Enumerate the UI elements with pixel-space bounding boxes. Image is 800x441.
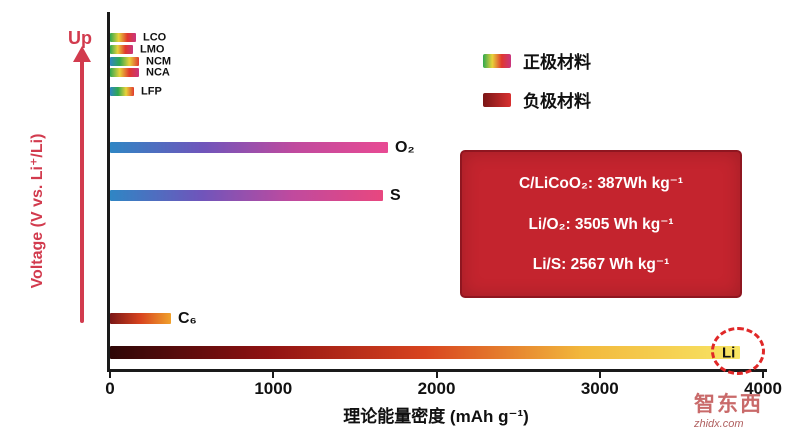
bar-LFP bbox=[110, 87, 134, 96]
x-tick-1000 bbox=[272, 372, 275, 378]
x-tick-label-0: 0 bbox=[105, 379, 115, 398]
x-tick-label-2000: 2000 bbox=[417, 379, 456, 398]
bar-label-LMO: LMO bbox=[140, 43, 165, 55]
up-arrow bbox=[80, 60, 84, 323]
legend-label-anode: 负极材料 bbox=[523, 92, 591, 111]
x-tick-label-4000: 4000 bbox=[744, 379, 782, 398]
up-arrow-head-icon bbox=[73, 46, 91, 62]
annotation-line-1: C/LiCoO₂: 387Wh kg⁻¹ bbox=[518, 174, 684, 192]
x-axis-label: 理论能量密度 (mAh g⁻¹) bbox=[343, 407, 529, 426]
y-axis-line bbox=[107, 12, 110, 372]
bar-label-C₆: C₆ bbox=[178, 309, 197, 327]
x-tick-4000 bbox=[762, 372, 764, 378]
bar-C₆ bbox=[110, 313, 171, 324]
bar-label-LFP: LFP bbox=[141, 85, 162, 97]
bar-label-LCO: LCO bbox=[143, 31, 167, 43]
legend-label-cathode: 正极材料 bbox=[523, 53, 591, 72]
cathode-gradient-swatch bbox=[483, 53, 511, 68]
bar-label-S: S bbox=[390, 186, 401, 204]
energy-density-annotation-box: C/LiCoO₂: 387Wh kg⁻¹ Li/O₂: 3505 Wh kg⁻¹ L… bbox=[460, 150, 742, 298]
up-label: Up bbox=[68, 28, 92, 48]
annotation-line-2: Li/O₂: 3505 Wh kg⁻¹ bbox=[528, 215, 674, 233]
bar-label-NCA: NCA bbox=[146, 66, 170, 78]
bar-S bbox=[110, 190, 383, 201]
y-axis-label: Voltage (V vs. Li⁺/Li) bbox=[29, 133, 46, 289]
x-axis-line bbox=[107, 369, 767, 372]
li-highlight-circle bbox=[711, 327, 765, 375]
annotation-line-3: Li/S: 2567 Wh kg⁻¹ bbox=[532, 256, 670, 274]
x-tick-2000 bbox=[435, 372, 438, 378]
bar-LCO bbox=[110, 33, 136, 42]
anode-gradient-swatch bbox=[483, 92, 511, 107]
watermark-site: zhidx.com bbox=[694, 418, 744, 430]
bar-NCA bbox=[110, 68, 139, 77]
x-tick-label-1000: 1000 bbox=[254, 379, 293, 398]
bar-O₂ bbox=[110, 142, 388, 153]
legend-item-cathode: 正极材料 bbox=[483, 48, 591, 73]
bar-NCM bbox=[110, 57, 139, 66]
bar-label-NCM: NCM bbox=[146, 55, 172, 67]
bar-LMO bbox=[110, 45, 133, 54]
x-tick-3000 bbox=[598, 372, 601, 378]
watermark: 智东西 zhidx.com bbox=[694, 388, 794, 430]
legend: 正极材料 负极材料 bbox=[483, 48, 591, 126]
watermark-brand: 智东西 bbox=[694, 393, 763, 416]
x-tick-0 bbox=[109, 372, 111, 378]
bar-Li bbox=[110, 346, 740, 359]
legend-item-anode: 负极材料 bbox=[483, 87, 591, 112]
x-tick-label-3000: 3000 bbox=[580, 379, 619, 398]
bar-label-O₂: O₂ bbox=[395, 138, 415, 156]
